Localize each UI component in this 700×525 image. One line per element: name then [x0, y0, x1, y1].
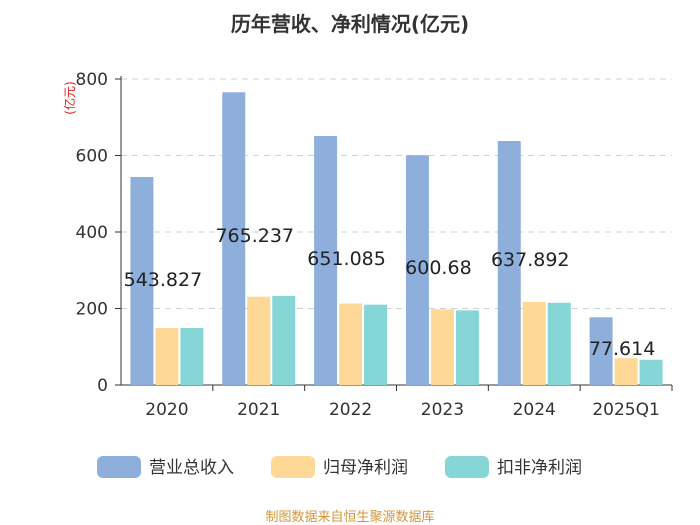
data-label: 651.085 — [307, 248, 386, 270]
y-tick-label: 400 — [76, 223, 108, 243]
y-axis-label: (亿元) — [62, 81, 77, 114]
bar-2 — [155, 328, 179, 385]
bar-1 — [130, 176, 154, 385]
bar-3 — [180, 328, 204, 385]
x-tick-label: 2022 — [329, 400, 372, 420]
bar-2 — [430, 309, 454, 385]
bar-1 — [497, 141, 521, 385]
bar-2 — [247, 296, 271, 385]
legend-swatch — [445, 456, 489, 478]
data-label: 600.68 — [405, 257, 471, 279]
bar-2 — [522, 301, 546, 385]
bar-3 — [547, 302, 571, 385]
bar-1 — [589, 317, 613, 385]
y-tick-label: 200 — [76, 300, 108, 320]
bar-2 — [339, 303, 363, 385]
x-tick-label: 2020 — [145, 400, 188, 420]
x-tick-label: 2021 — [237, 400, 280, 420]
bar-1 — [222, 92, 246, 385]
legend-label: 营业总收入 — [149, 458, 234, 478]
x-tick-label: 2023 — [421, 400, 464, 420]
y-tick-label: 0 — [97, 376, 108, 396]
legend-swatch — [271, 456, 315, 478]
y-tick-label: 800 — [76, 70, 108, 90]
legend-label: 归母净利润 — [323, 458, 408, 478]
source-footer: 制图数据来自恒生聚源数据库 — [265, 510, 435, 525]
x-tick-label: 2025Q1 — [592, 400, 659, 420]
y-tick-label: 600 — [76, 147, 108, 167]
x-tick-label: 2024 — [513, 400, 556, 420]
legend-label: 扣非净利润 — [497, 458, 582, 478]
data-label: 543.827 — [124, 269, 203, 291]
legend-swatch — [97, 456, 141, 478]
bar-3 — [455, 310, 479, 385]
chart-title: 历年营收、净利情况(亿元) — [230, 12, 470, 36]
bar-3 — [272, 295, 296, 385]
bar-3 — [639, 359, 663, 385]
data-label: 765.237 — [215, 225, 294, 247]
bar-1 — [405, 155, 429, 385]
data-label: 77.614 — [589, 338, 655, 360]
bar-1 — [314, 135, 338, 385]
bar-3 — [364, 304, 388, 385]
bar-2 — [614, 358, 638, 385]
data-label: 637.892 — [491, 249, 570, 271]
